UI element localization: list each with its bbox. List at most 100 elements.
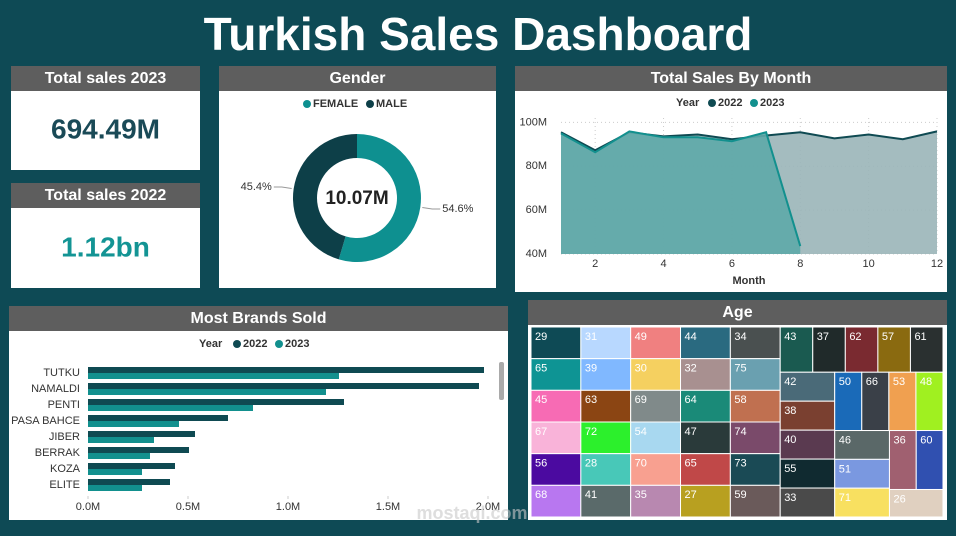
tile-label: 60 — [920, 434, 932, 446]
treemap-tile — [530, 484, 582, 518]
bar — [88, 437, 154, 443]
tile-label: 39 — [585, 363, 597, 375]
tile-label: 33 — [784, 492, 796, 504]
tile-label: 66 — [866, 376, 878, 388]
watermark: mostaql.com — [416, 503, 527, 523]
treemap-tile — [861, 371, 890, 432]
bar — [88, 383, 479, 389]
tile-label: 68 — [535, 489, 547, 501]
legend-swatch — [750, 99, 758, 107]
treemap-tile — [530, 421, 582, 455]
card-title: Total sales 2022 — [45, 187, 167, 204]
x-tick-label: 2.0M — [476, 501, 500, 513]
legend-swatch — [275, 340, 283, 348]
bar — [88, 373, 339, 379]
tile-label: 35 — [635, 489, 647, 501]
treemap-tile — [915, 371, 944, 432]
tile-label: 56 — [535, 458, 547, 470]
treemap-tile — [580, 421, 632, 455]
tile-label: 41 — [585, 489, 597, 501]
treemap-tile — [779, 400, 836, 431]
line — [560, 130, 802, 247]
treemap-tile — [630, 326, 682, 360]
bar — [88, 463, 175, 469]
chart-title: Age — [722, 304, 752, 321]
treemap-tile — [680, 326, 731, 360]
y-tick-label: 100M — [519, 116, 547, 128]
center-label: 10.07M — [325, 188, 388, 209]
bar — [88, 479, 170, 485]
tile-label: 50 — [839, 376, 851, 388]
donut-slice — [338, 134, 421, 262]
bar — [88, 405, 253, 411]
tile-label: 28 — [585, 458, 597, 470]
treemap-tile — [834, 487, 890, 518]
y-tick-label: 60M — [526, 204, 547, 216]
treemap-tile — [909, 326, 944, 373]
tile-label: 37 — [817, 331, 829, 343]
tile-label: 71 — [839, 492, 851, 504]
legend-swatch — [366, 100, 374, 108]
panel-header — [219, 66, 496, 91]
legend-swatch — [303, 100, 311, 108]
treemap-tile — [530, 389, 582, 423]
bar — [88, 485, 142, 491]
chart-title: Total Sales By Month — [651, 70, 812, 87]
tile-label: 59 — [734, 489, 746, 501]
chart-title: Most Brands Sold — [190, 310, 326, 327]
tile-label: 74 — [734, 426, 746, 438]
tile-label: 65 — [535, 363, 547, 375]
treemap-tile — [729, 389, 781, 423]
data-label: 54.6% — [442, 203, 473, 215]
treemap-tile — [834, 371, 863, 432]
treemap-tile — [530, 358, 582, 391]
y-tick-label: ELITE — [49, 479, 80, 491]
tile-label: 47 — [685, 426, 697, 438]
treemap-tile — [779, 326, 814, 373]
tile-label: 27 — [685, 489, 697, 501]
tile-label: 70 — [635, 458, 647, 470]
bar — [88, 367, 484, 373]
bar — [88, 389, 326, 395]
x-tick-label: 1.0M — [276, 501, 300, 513]
panel-header — [528, 300, 947, 325]
donut-slice — [292, 134, 357, 260]
tile-label: 57 — [882, 331, 894, 343]
data-label: 45.4% — [241, 181, 272, 193]
card-header — [11, 66, 200, 91]
chart-title: Gender — [329, 70, 385, 87]
treemap-tile — [680, 484, 731, 518]
treemap-tile — [779, 429, 836, 460]
bar — [88, 447, 189, 453]
tile-label: 63 — [585, 394, 597, 406]
x-tick-label: 0.5M — [176, 501, 200, 513]
y-tick-label: TUTKU — [43, 367, 80, 379]
treemap-tile — [580, 326, 632, 360]
card-title: Total sales 2023 — [45, 70, 167, 87]
scrollbar[interactable] — [499, 362, 504, 400]
card-value: 1.12bn — [61, 231, 150, 262]
treemap-tile — [630, 358, 682, 391]
bar — [88, 421, 179, 427]
treemap-tile — [680, 421, 731, 455]
tile-label: 67 — [535, 426, 547, 438]
tile-label: 43 — [784, 331, 796, 343]
bar — [88, 453, 150, 459]
tile-label: 26 — [893, 493, 905, 505]
legend-title: Year — [199, 338, 223, 350]
tile-label: 65 — [685, 458, 697, 470]
tile-label: 54 — [635, 426, 647, 438]
dashboard-title: Turkish Sales Dashboard — [204, 8, 753, 60]
x-tick-label: 2 — [592, 258, 598, 270]
x-tick-label: 6 — [729, 258, 735, 270]
treemap-tile — [844, 326, 879, 373]
legend-title: Year — [676, 97, 700, 109]
legend-label: 2023 — [760, 97, 784, 109]
x-axis-label: Month — [733, 275, 766, 287]
treemap-tile — [630, 484, 682, 518]
area — [561, 131, 801, 254]
legend-label: 2022 — [243, 338, 267, 350]
tile-label: 48 — [920, 376, 932, 388]
legend-label: 2022 — [718, 97, 742, 109]
treemap-tile — [630, 453, 682, 486]
